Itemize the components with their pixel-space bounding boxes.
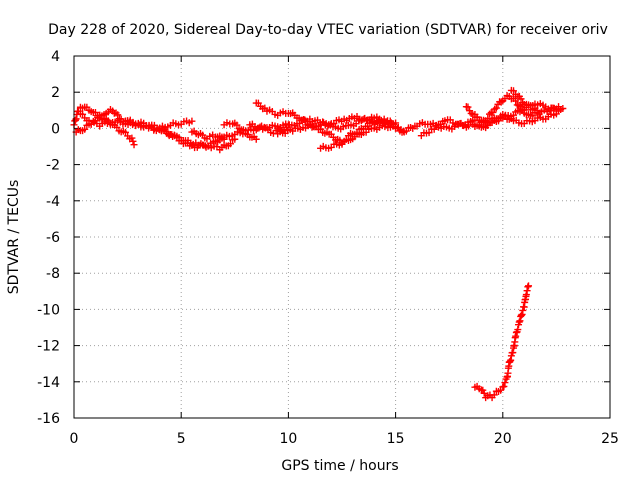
data-point — [130, 141, 138, 149]
data-point — [381, 123, 389, 131]
data-point — [515, 318, 523, 326]
data-point — [129, 137, 137, 145]
data-point — [490, 391, 498, 399]
x-tick-label: 15 — [387, 431, 405, 447]
x-tick-label: 5 — [177, 431, 186, 447]
data-point — [506, 358, 514, 366]
y-tick-label: -2 — [46, 158, 60, 174]
data-point — [516, 317, 524, 325]
data-point — [173, 133, 181, 141]
y-tick-label: 4 — [51, 49, 60, 65]
y-tick-label: -12 — [37, 339, 60, 355]
data-point — [484, 114, 492, 122]
y-tick-label: -6 — [46, 230, 60, 246]
y-tick-label: -10 — [37, 302, 60, 318]
data-point — [518, 105, 526, 113]
y-tick-label: -14 — [37, 375, 60, 391]
data-point — [220, 135, 228, 143]
data-point — [188, 117, 196, 125]
data-point — [489, 108, 497, 116]
data-point — [242, 127, 250, 135]
data-point — [71, 116, 79, 124]
y-axis-label: SDTVAR / TECUs — [6, 180, 22, 295]
data-point — [473, 113, 481, 121]
data-point — [479, 386, 487, 394]
y-tick-label: -16 — [37, 411, 60, 427]
y-tick-label: -4 — [46, 194, 60, 210]
data-point — [512, 332, 520, 340]
data-point — [81, 125, 89, 133]
data-point — [121, 128, 129, 136]
plot-frame — [73, 55, 611, 419]
data-point — [533, 106, 541, 114]
data-point — [497, 98, 505, 106]
y-tick-label: 2 — [51, 85, 60, 101]
data-point — [519, 306, 527, 314]
data-marks — [70, 86, 567, 402]
x-tick-label: 0 — [70, 431, 79, 447]
data-point — [79, 110, 87, 118]
data-point — [353, 129, 361, 137]
data-point — [524, 283, 532, 291]
data-point — [515, 102, 523, 110]
data-point — [467, 109, 475, 117]
x-tick-label: 20 — [494, 431, 512, 447]
y-tick-label: 0 — [51, 121, 60, 137]
data-point — [227, 140, 235, 148]
data-point — [518, 310, 526, 318]
data-point — [484, 121, 492, 129]
x-axis-label: GPS time / hours — [281, 458, 398, 474]
data-point — [492, 104, 500, 112]
data-point — [480, 389, 488, 397]
x-tick-label: 25 — [601, 431, 619, 447]
data-point — [113, 123, 121, 131]
data-point — [510, 87, 518, 95]
data-point — [555, 103, 563, 111]
data-point — [500, 382, 508, 390]
data-point — [517, 311, 525, 319]
data-point — [464, 122, 472, 130]
data-point — [559, 104, 567, 112]
data-point — [523, 287, 531, 295]
data-point — [517, 95, 525, 103]
chart-title: Day 228 of 2020, Sidereal Day-to-day VTE… — [48, 22, 608, 38]
data-point — [501, 379, 509, 387]
data-point — [514, 326, 522, 334]
data-point — [525, 101, 533, 109]
data-point — [430, 125, 438, 133]
data-point — [512, 97, 520, 105]
data-point — [525, 282, 533, 290]
data-point — [491, 105, 499, 113]
data-point — [425, 129, 433, 137]
data-point — [464, 103, 472, 111]
data-point — [509, 349, 517, 357]
data-point — [507, 356, 515, 364]
x-tick-label: 10 — [279, 431, 297, 447]
y-tick-label: -8 — [46, 266, 60, 282]
data-point — [252, 135, 260, 143]
data-point — [128, 134, 136, 142]
data-point — [522, 291, 530, 299]
